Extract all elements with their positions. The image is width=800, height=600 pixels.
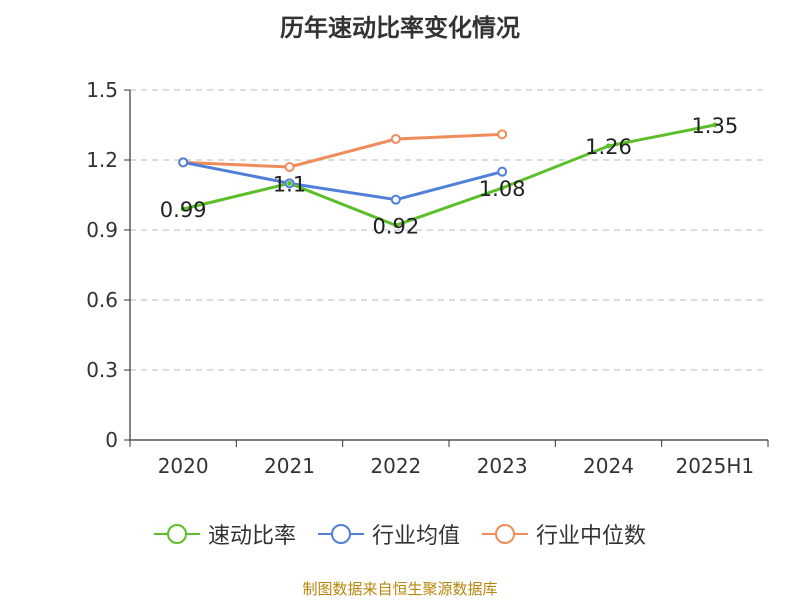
data-point	[287, 180, 292, 186]
legend-item-industry-median[interactable]: 行业中位数	[482, 518, 646, 550]
chart-title: 历年速动比率变化情况	[280, 14, 520, 42]
data-source-note: 制图数据来自恒生聚源数据库	[302, 580, 498, 598]
legend-item-industry-mean[interactable]: 行业均值	[317, 518, 460, 550]
y-tick-label: 1.5	[86, 78, 118, 102]
data-point	[390, 194, 401, 205]
data-point	[606, 143, 611, 149]
series-line-1	[182, 160, 503, 202]
x-tick-label: 2021	[264, 454, 315, 478]
data-label: 1.1	[273, 172, 306, 196]
data-label: 1.08	[479, 177, 526, 201]
y-tick-label: 1.2	[86, 148, 118, 172]
data-point	[390, 134, 401, 144]
data-label: 0.99	[160, 198, 207, 222]
y-tick-label: 0.9	[86, 218, 118, 242]
x-tick-label: 2023	[477, 454, 528, 478]
legend-item-quick-ratio[interactable]: 速动比率	[153, 518, 296, 550]
legend: 速动比率 行业均值 行业中位数	[0, 518, 800, 550]
series-lines	[182, 123, 716, 227]
data-point	[499, 185, 505, 191]
data-points	[178, 122, 718, 228]
legend-swatch-quick-ratio	[153, 524, 200, 544]
data-point	[284, 162, 295, 172]
legend-swatch-industry-mean	[317, 524, 364, 544]
y-tick-label: 0.6	[86, 288, 118, 312]
x-tick-label: 2020	[158, 454, 209, 478]
grid-lines	[130, 89, 768, 371]
x-tick-label: 2022	[370, 454, 421, 478]
series-line-0	[182, 123, 716, 227]
series-line-2	[183, 132, 503, 169]
data-point	[180, 206, 186, 212]
data-point	[712, 122, 718, 128]
data-point	[393, 222, 399, 228]
legend-label-industry-mean: 行业均值	[371, 524, 460, 549]
axes: 0 0.3 0.6 0.9 1.2 1.5 2020 2021 2022 2023 2024 2025…	[86, 78, 769, 478]
data-label: 1.26	[585, 135, 632, 159]
x-tick-label: 2025H1	[675, 454, 754, 478]
data-labels: 0.99 1.1 0.92 1.08 1.26 1.35	[160, 114, 738, 238]
x-tick-label: 2024	[583, 454, 634, 478]
data-label: 1.35	[691, 114, 738, 138]
legend-label-quick-ratio: 速动比率	[207, 524, 296, 549]
data-point	[497, 129, 508, 140]
legend-label-industry-median: 行业中位数	[536, 524, 647, 549]
y-tick-label: 0.3	[86, 358, 118, 382]
data-label: 0.92	[372, 214, 419, 238]
data-point	[178, 157, 189, 168]
data-point	[497, 166, 508, 177]
y-tick-label: 0	[105, 428, 118, 452]
legend-swatch-industry-median	[482, 524, 528, 544]
